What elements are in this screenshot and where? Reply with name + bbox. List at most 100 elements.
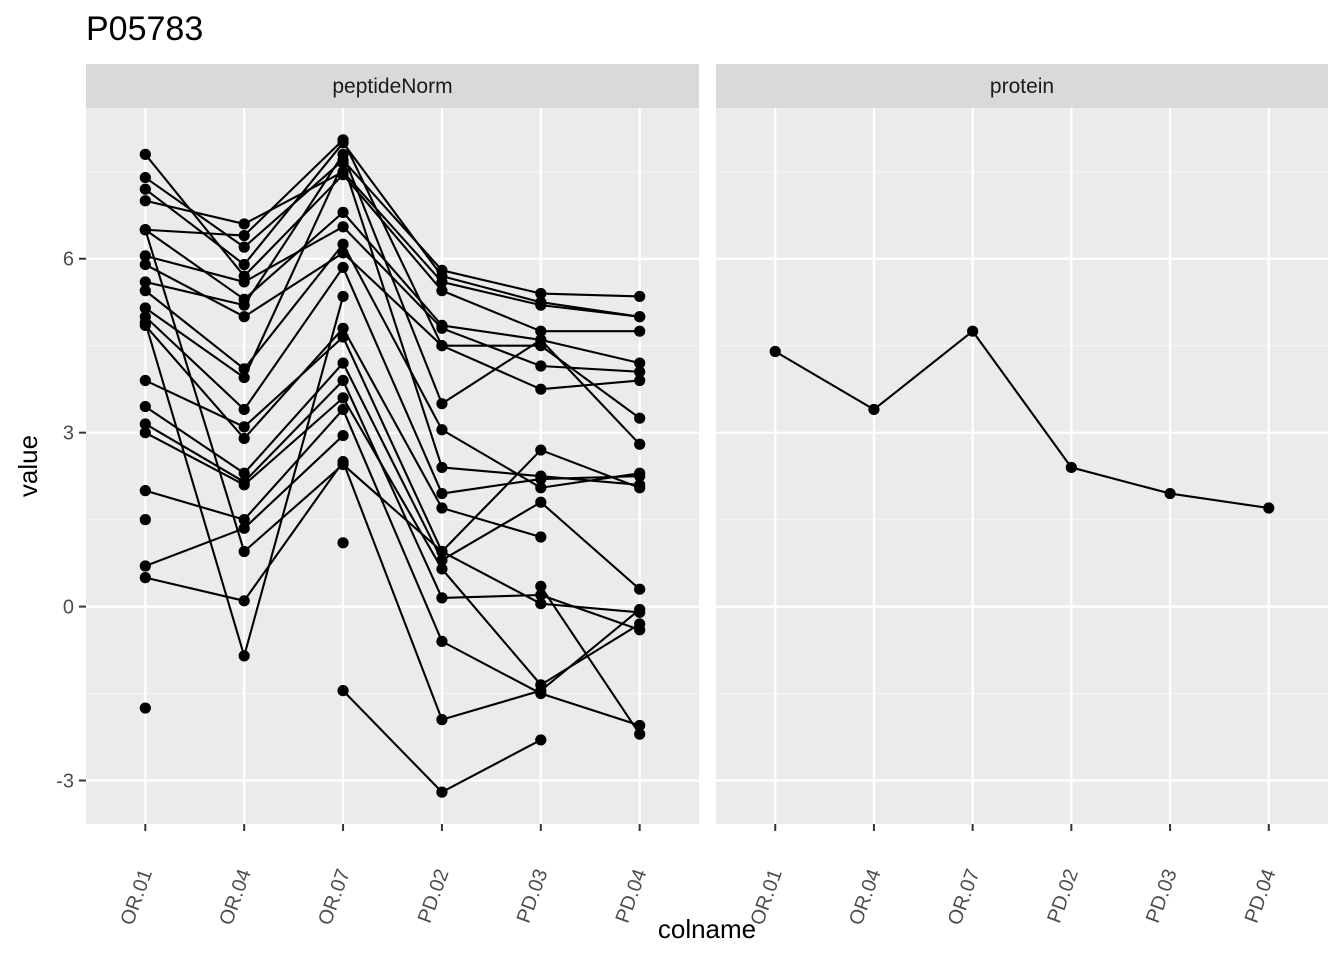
data-point <box>535 580 547 592</box>
series-segment <box>342 153 443 405</box>
data-point <box>337 261 349 274</box>
data-point <box>139 400 151 413</box>
data-point <box>139 514 151 526</box>
series-peptideNorm-23 <box>139 514 349 549</box>
series-segment <box>144 405 245 475</box>
series-segment <box>441 689 542 721</box>
strip-protein <box>716 64 1328 108</box>
data-point <box>238 276 250 288</box>
series-segment <box>1071 466 1171 495</box>
series-segment <box>441 344 542 391</box>
series-segment <box>145 199 245 225</box>
series-segment <box>540 602 640 614</box>
strip-label-protein: protein <box>990 75 1054 98</box>
data-point <box>634 583 646 595</box>
series-segment <box>441 339 542 405</box>
series-segment <box>441 289 542 333</box>
series-peptideNorm-22 <box>139 290 349 662</box>
data-point <box>139 374 151 387</box>
series-segment <box>342 327 443 509</box>
data-point <box>436 563 448 575</box>
data-point <box>238 595 250 607</box>
series-segment <box>243 173 344 277</box>
data-point <box>535 598 547 610</box>
series-segment <box>342 397 443 570</box>
series-peptideNorm-14 <box>139 331 646 558</box>
data-point <box>535 734 547 746</box>
series-segment <box>342 159 443 272</box>
data-point <box>337 148 349 160</box>
data-point <box>139 302 151 314</box>
data-point <box>139 171 151 184</box>
series-segment <box>441 739 542 794</box>
data-point <box>238 522 250 534</box>
series-segment <box>441 428 542 489</box>
series-segment <box>540 292 640 298</box>
series-segment <box>971 330 1073 469</box>
data-point <box>535 299 547 311</box>
series-segment <box>441 507 542 539</box>
series-segment <box>144 228 245 301</box>
series-segment <box>441 449 542 553</box>
panel-peptideNorm: peptideNorm OR.01 OR.04 OR.07 PD.02 PD.03 PD.0… <box>86 64 699 928</box>
series-segment <box>540 304 640 318</box>
series-peptideNorm-5 <box>139 206 646 369</box>
data-point <box>139 276 151 288</box>
series-segment <box>540 501 641 590</box>
x-tick-label: PD.02 <box>414 866 454 926</box>
series-segment <box>441 568 542 686</box>
x-tick-label: PD.02 <box>1043 866 1083 926</box>
data-point <box>535 496 547 508</box>
x-tick-label: OR.04 <box>215 866 255 928</box>
series-segment <box>441 466 541 478</box>
series-segment <box>144 263 245 318</box>
data-point <box>337 357 349 369</box>
series-segment <box>342 461 443 721</box>
series-segment <box>144 322 246 657</box>
series-segment <box>441 640 542 695</box>
series-peptideNorm-3 <box>139 166 646 323</box>
data-point <box>139 250 151 262</box>
series-segment <box>144 431 245 486</box>
series-segment <box>243 266 344 411</box>
data-point <box>634 325 646 337</box>
series-peptideNorm-4 <box>139 148 646 337</box>
series-segment <box>243 162 345 379</box>
series-segment <box>243 397 344 486</box>
data-point <box>238 229 250 242</box>
y-tick-label: -3 <box>56 771 74 793</box>
series-segment <box>243 139 344 237</box>
data-point <box>868 403 880 416</box>
x-tick-label: OR.01 <box>117 866 157 928</box>
data-point <box>139 258 151 271</box>
series-segment <box>145 489 245 521</box>
data-point <box>139 183 151 195</box>
series-peptideNorm-15 <box>139 357 646 595</box>
series-segment <box>342 162 443 468</box>
series-segment <box>243 408 344 521</box>
data-point <box>337 537 349 549</box>
series-segment <box>144 315 245 411</box>
data-point <box>1065 461 1077 474</box>
data-point <box>238 467 250 479</box>
data-point <box>634 290 646 303</box>
data-point <box>337 685 349 697</box>
series-segment <box>540 338 640 365</box>
data-point <box>337 134 349 146</box>
series-segment <box>243 243 344 370</box>
series-segment <box>243 336 344 428</box>
data-point <box>535 360 547 372</box>
series-segment <box>243 153 344 306</box>
x-tick-label: OR.04 <box>845 866 885 928</box>
x-tick-label: PD.03 <box>513 866 553 926</box>
data-point <box>634 374 646 387</box>
series-segment <box>243 463 344 553</box>
series-segment <box>540 339 641 445</box>
data-point <box>535 383 547 395</box>
data-point <box>139 702 151 714</box>
series-peptideNorm-18 <box>139 403 646 732</box>
series-segment <box>441 478 541 495</box>
data-point <box>535 473 547 485</box>
data-point <box>1164 487 1176 500</box>
panel-background <box>716 108 1328 824</box>
